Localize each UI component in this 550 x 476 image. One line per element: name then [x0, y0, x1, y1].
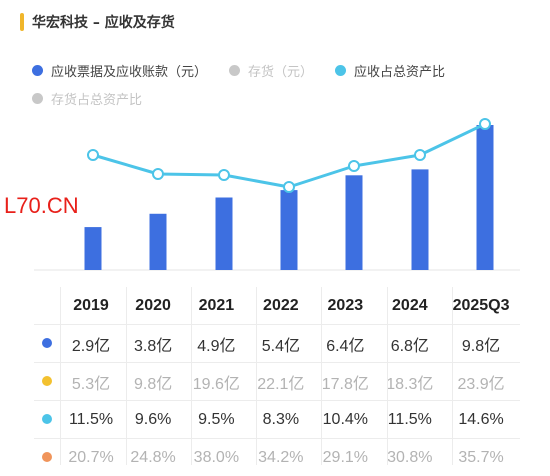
table-cell: 17.8亿 — [313, 363, 377, 401]
table-cell: 14.6% — [442, 401, 520, 439]
table-cell: 20.7% — [60, 439, 122, 476]
table-divider — [191, 287, 192, 465]
row-dot-icon — [42, 376, 52, 386]
table-cell: 3.8亿 — [122, 325, 184, 363]
table-divider — [126, 287, 127, 465]
year-header: 2021 — [184, 287, 248, 325]
line-point-2019[interactable] — [88, 150, 98, 160]
table-cell: 22.1亿 — [249, 363, 313, 401]
table-row: 11.5%9.6%9.5%8.3%10.4%11.5%14.6% — [34, 401, 520, 439]
table-cell: 10.4% — [313, 401, 377, 439]
legend-item[interactable]: 应收占总资产比 — [335, 61, 445, 80]
table-cell: 6.4亿 — [313, 325, 377, 363]
table-cell: 34.2% — [249, 439, 313, 476]
table-corner-cell — [34, 287, 60, 325]
bar-2020[interactable] — [150, 214, 167, 270]
legend-dot-icon — [335, 65, 346, 76]
table-cell: 23.9亿 — [442, 363, 520, 401]
table-cell: 4.9亿 — [184, 325, 248, 363]
table-cell: 9.8亿 — [442, 325, 520, 363]
title-row: 华宏科技 – 应收及存货 — [20, 12, 175, 32]
table-cell: 9.6% — [122, 401, 184, 439]
table-cell: 9.8亿 — [122, 363, 184, 401]
row-marker-cell — [34, 363, 60, 401]
bar-2019[interactable] — [85, 227, 102, 270]
table-cell: 5.3亿 — [60, 363, 122, 401]
table-cell: 8.3% — [249, 401, 313, 439]
legend-dot-icon — [229, 65, 240, 76]
year-header: 2023 — [313, 287, 377, 325]
legend-label: 存货（元） — [248, 61, 313, 80]
line-point-2024[interactable] — [415, 150, 425, 160]
line-point-2023[interactable] — [349, 161, 359, 171]
chart-plot — [0, 100, 550, 280]
row-marker-cell — [34, 401, 60, 439]
table-divider — [321, 287, 322, 465]
legend-item[interactable]: 应收票据及应收账款（元） — [32, 61, 207, 80]
table-cell: 29.1% — [313, 439, 377, 476]
row-marker-cell — [34, 439, 60, 476]
bar-2023[interactable] — [346, 175, 363, 270]
table-divider — [60, 287, 61, 465]
row-dot-icon — [42, 338, 52, 348]
table-divider — [452, 287, 453, 465]
legend-label: 应收占总资产比 — [354, 61, 445, 80]
legend-row: 应收票据及应收账款（元） 存货（元） 应收占总资产比 — [32, 58, 532, 82]
row-dot-icon — [42, 414, 52, 424]
table-cell: 11.5% — [60, 401, 122, 439]
table-cell: 19.6亿 — [184, 363, 248, 401]
title-accent-bar — [20, 13, 24, 31]
table-cell: 2.9亿 — [60, 325, 122, 363]
line-point-2020[interactable] — [153, 169, 163, 179]
bar-2024[interactable] — [412, 169, 429, 270]
table-cell: 9.5% — [184, 401, 248, 439]
line-point-2021[interactable] — [219, 170, 229, 180]
legend-dot-icon — [32, 65, 43, 76]
bar-2021[interactable] — [216, 198, 233, 271]
year-header: 2020 — [122, 287, 184, 325]
bar-2022[interactable] — [281, 190, 298, 270]
table-cell: 38.0% — [184, 439, 248, 476]
line-point-2022[interactable] — [284, 182, 294, 192]
year-header: 2019 — [60, 287, 122, 325]
table-cell: 24.8% — [122, 439, 184, 476]
table-cell: 35.7% — [442, 439, 520, 476]
line-point-2025Q3[interactable] — [480, 119, 490, 129]
legend-label: 应收票据及应收账款（元） — [51, 61, 207, 80]
row-dot-icon — [42, 452, 52, 462]
year-header: 2025Q3 — [442, 287, 520, 325]
chart-title: 华宏科技 – 应收及存货 — [32, 12, 175, 32]
table-divider — [256, 287, 257, 465]
legend-item[interactable]: 存货（元） — [229, 61, 313, 80]
table-row: 20.7%24.8%38.0%34.2%29.1%30.8%35.7% — [34, 439, 520, 476]
year-header: 2022 — [249, 287, 313, 325]
row-marker-cell — [34, 325, 60, 363]
table-cell: 5.4亿 — [249, 325, 313, 363]
table-divider — [387, 287, 388, 465]
bar-2025Q3[interactable] — [477, 125, 494, 270]
